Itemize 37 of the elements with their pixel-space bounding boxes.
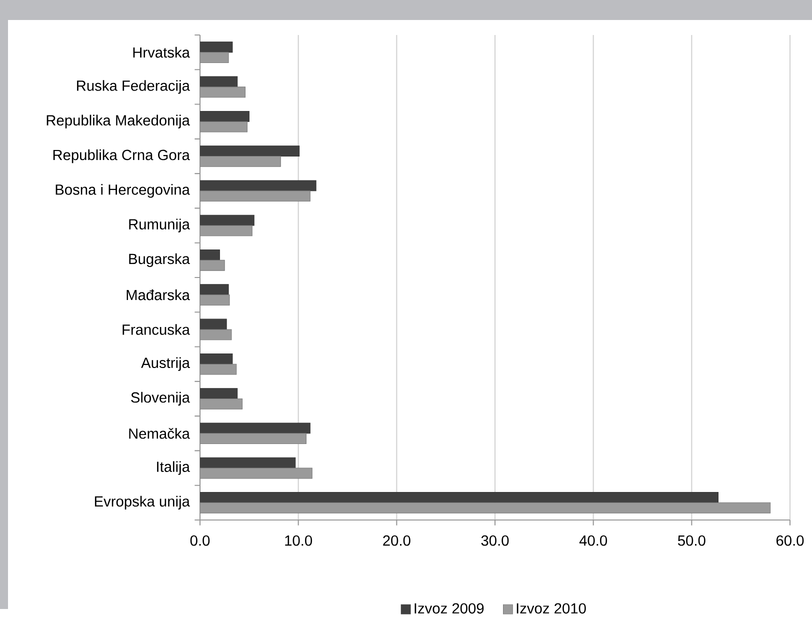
bar bbox=[200, 42, 233, 53]
bar bbox=[200, 180, 316, 192]
bar bbox=[200, 214, 254, 226]
bar bbox=[200, 250, 220, 261]
y-tick-label: Republika Crna Gora bbox=[53, 150, 190, 164]
y-tick-label: Ruska Federacija bbox=[77, 80, 190, 94]
y-tick-label: Bosna i Hercegovina bbox=[56, 184, 190, 198]
y-tick-label: Nemačka bbox=[129, 428, 190, 439]
y-tick-label: Mađarska bbox=[126, 290, 190, 300]
bar bbox=[200, 492, 718, 504]
y-tick-label: Austrija bbox=[141, 357, 190, 372]
x-tick-label: 10.0 bbox=[285, 535, 312, 546]
x-tick-label: 20.0 bbox=[383, 535, 410, 546]
y-tick-label: Rumunija bbox=[129, 218, 190, 232]
y-tick-label: Republika Makedonija bbox=[46, 114, 190, 129]
y-tick-label: Hrvatska bbox=[133, 47, 190, 58]
bar bbox=[200, 284, 229, 296]
bar bbox=[200, 354, 233, 364]
y-tick-label: Francuska bbox=[122, 324, 190, 335]
legend-label: Izvoz 2009 bbox=[414, 603, 484, 614]
y-tick-label: Italija bbox=[157, 461, 190, 475]
bar bbox=[200, 457, 296, 468]
y-tick-label: Evropska unija bbox=[94, 496, 190, 510]
x-tick-label: 0.0 bbox=[190, 535, 210, 546]
bar bbox=[200, 318, 227, 330]
bar bbox=[200, 146, 300, 157]
x-tick-label: 40.0 bbox=[579, 535, 608, 546]
x-tick-label: 50.0 bbox=[678, 535, 706, 546]
x-tick-label: 60.0 bbox=[776, 535, 804, 546]
x-tick-label: 30.0 bbox=[481, 535, 509, 546]
bar bbox=[200, 111, 250, 122]
bar bbox=[200, 422, 310, 434]
y-tick-label: Slovenija bbox=[131, 392, 190, 406]
legend-label: Izvoz 2010 bbox=[516, 603, 586, 614]
bar bbox=[200, 388, 238, 400]
bar bbox=[200, 76, 238, 88]
y-tick-label: Bugarska bbox=[129, 253, 190, 268]
